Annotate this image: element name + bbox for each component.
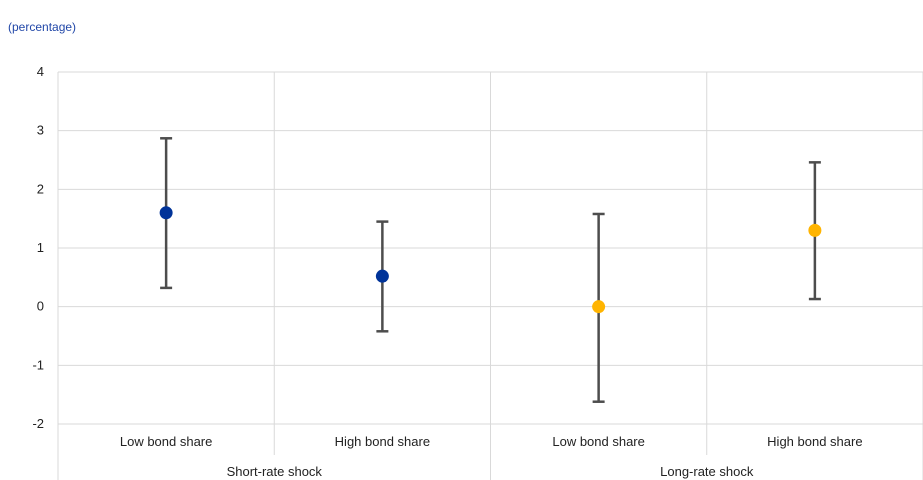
y-tick-label: 1 [37, 240, 44, 255]
data-point [808, 223, 822, 237]
gridlines [57, 71, 923, 480]
x-tick-label: High bond share [335, 434, 430, 449]
x-tick-label: Low bond share [552, 434, 645, 449]
y-tick-label: 4 [37, 64, 44, 79]
chart-subtitle: (percentage) [8, 20, 77, 34]
y-tick-label: 3 [37, 123, 44, 138]
data-point [375, 269, 389, 283]
y-tick-label: 0 [37, 299, 44, 314]
group-label: Short-rate shock [227, 464, 323, 479]
y-tick-label: -2 [32, 416, 44, 431]
data-point [159, 206, 173, 220]
x-tick-label: Low bond share [120, 434, 213, 449]
y-tick-label: 2 [37, 181, 44, 196]
data-points [159, 206, 822, 314]
axis-labels: 4 3 2 1 0 -1 -2 Low bond share High bond share Lo… [32, 64, 862, 479]
group-label: Long-rate shock [660, 464, 754, 479]
x-tick-label: High bond share [767, 434, 862, 449]
y-tick-label: -1 [32, 357, 44, 372]
data-point [592, 300, 606, 314]
